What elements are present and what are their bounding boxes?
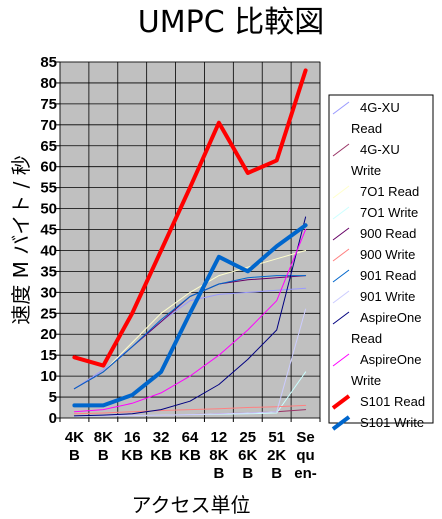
legend-item: 4G-XU Read (332, 100, 400, 136)
legend-item: AspireOne Read (332, 310, 421, 346)
legend-swatch (332, 143, 350, 157)
y-tick-label: 15 (40, 347, 57, 364)
y-tick-label: 5 (49, 389, 57, 406)
series-line-900-write (73, 404, 307, 415)
legend-item: 4G-XU Write (332, 142, 400, 178)
legend-swatch (332, 290, 350, 304)
legend-label: AspireOne Read (351, 310, 421, 346)
y-tick-label: 65 (40, 138, 57, 155)
legend-label: AspireOne Write (351, 352, 421, 388)
y-tick-label: 10 (40, 368, 57, 385)
legend-swatch (332, 227, 350, 241)
legend-swatch (332, 248, 350, 262)
y-tick-label: 40 (40, 242, 57, 259)
y-tick-label: 75 (40, 96, 57, 113)
series-lines (72, 68, 308, 417)
y-tick-label: 35 (40, 263, 57, 280)
legend-swatch (332, 311, 350, 325)
legend-label: S101 Write (360, 415, 424, 430)
legend-swatch (332, 206, 350, 220)
series-line-901-write (73, 308, 307, 417)
legend-item: 901 Read (332, 268, 416, 283)
legend-item: 7O1 Read (332, 184, 419, 199)
legend-swatch (331, 415, 351, 431)
y-tick-label: 85 (40, 54, 57, 71)
plot-area (59, 61, 321, 419)
x-tick-label: 51 2K B (267, 429, 286, 482)
legend-label: 900 Read (360, 226, 416, 241)
x-axis-ticks: 4K B 8K B 16 KB 32 KB 64 KB 12 8K B 25 6K B 51 2K B Se qu en- (59, 418, 321, 482)
y-axis-title: 速度 M バイト / 秒 (9, 155, 33, 324)
legend-swatch (331, 394, 351, 410)
legend-label: S101 Read (360, 394, 425, 409)
series-line-aspireone-read (73, 216, 307, 417)
x-tick-label: 8K B (94, 429, 113, 464)
legend-item: S101 Write (331, 415, 424, 431)
legend-label: 4G-XU Write (351, 142, 400, 178)
y-tick-label: 55 (40, 180, 57, 197)
legend (328, 94, 434, 424)
y-tick-label: 70 (40, 117, 57, 134)
y-tick-label: 25 (40, 305, 57, 322)
legend-item: S101 Read (331, 394, 425, 410)
legend-item: 900 Write (332, 247, 415, 262)
legend-swatch (332, 269, 350, 283)
series-line-901-read (73, 275, 307, 390)
x-tick-label: 4K B (65, 429, 84, 464)
legend-label: 900 Write (360, 247, 415, 262)
legend-item: 900 Read (332, 226, 416, 241)
x-axis-title: アクセス単位 (132, 493, 251, 517)
legend-item: AspireOne Write (332, 352, 421, 388)
x-tick-label: 12 8K B (209, 429, 228, 482)
y-axis-ticks: 0 5 10 15 20 25 30 35 40 45 50 55 60 65 70 75 80 85 (40, 54, 60, 427)
legend-swatch (332, 101, 350, 115)
legend-label: 4G-XU Read (351, 100, 400, 136)
legend-label: 7O1 Write (360, 205, 418, 220)
legend-label: 901 Write (360, 289, 415, 304)
legend-label: 7O1 Read (360, 184, 419, 199)
legend-swatch (332, 353, 350, 367)
y-tick-label: 30 (40, 284, 57, 301)
series-line-701-read (73, 250, 307, 390)
y-tick-label: 45 (40, 222, 57, 239)
y-tick-label: 80 (40, 75, 57, 92)
legend-entries: 4G-XU Read 4G-XU Write 7O1 Read 7O1 Write 900 … (331, 100, 425, 431)
series-line-s101-read (72, 68, 308, 368)
x-tick-label: 25 6K B (238, 429, 257, 482)
legend-label: 901 Read (360, 268, 416, 283)
legend-item: 901 Write (332, 289, 415, 304)
legend-item: 7O1 Write (332, 205, 418, 220)
x-tick-label: 16 KB (121, 429, 143, 464)
y-tick-label: 60 (40, 159, 57, 176)
series-line-aspireone-write (73, 229, 307, 413)
x-tick-label: 64 KB (179, 429, 201, 464)
y-tick-label: 50 (40, 201, 57, 218)
y-tick-label: 20 (40, 326, 57, 343)
x-tick-label: Se qu en- (294, 429, 317, 482)
series-line-s101-write (72, 223, 308, 408)
legend-swatch (332, 185, 350, 199)
chart-title: UMPC 比較図 (138, 5, 324, 40)
y-tick-label: 0 (49, 410, 57, 427)
x-tick-label: 32 KB (150, 429, 172, 464)
